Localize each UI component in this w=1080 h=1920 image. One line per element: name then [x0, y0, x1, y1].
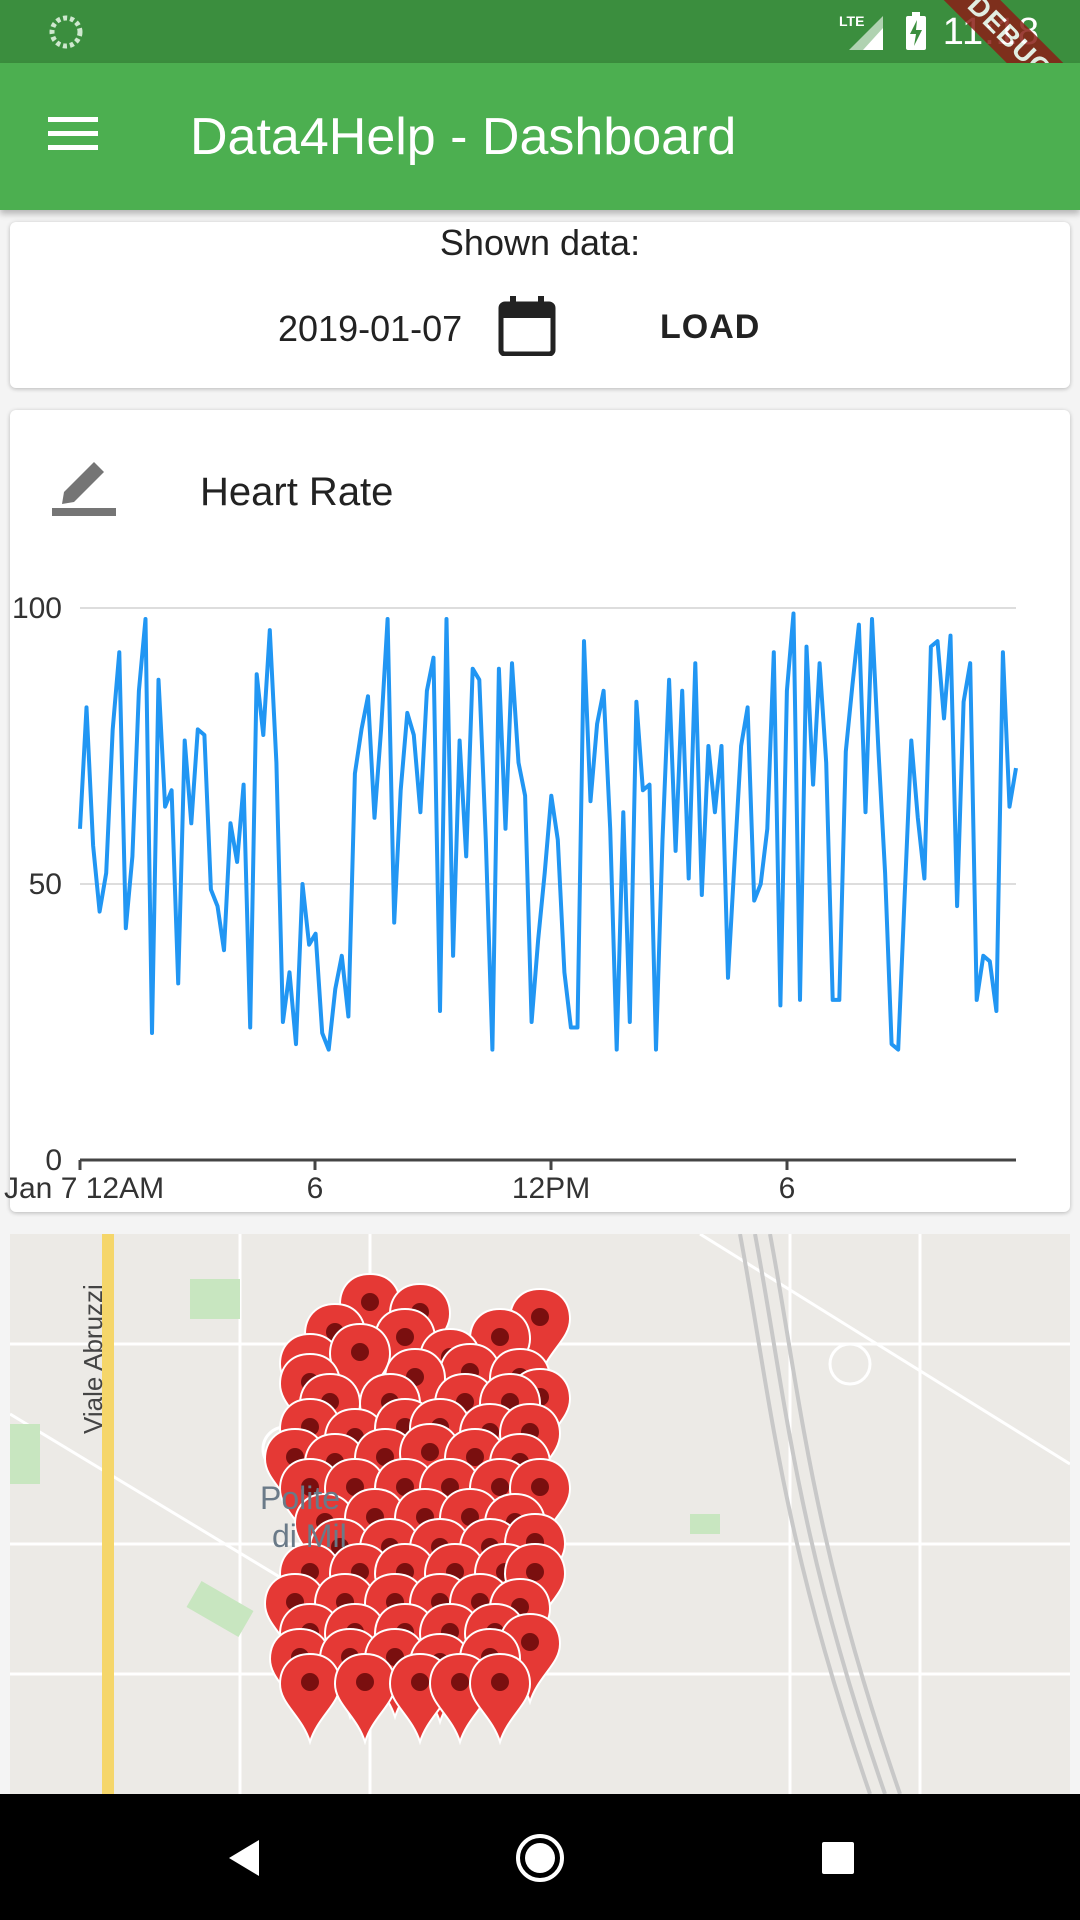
x-tick-label: 6 — [307, 1172, 324, 1205]
x-tick-label: Jan 7 12AM — [4, 1172, 164, 1205]
map-background — [10, 1234, 1070, 1794]
map-markers — [263, 1272, 572, 1746]
place-label-line2: di Mil — [272, 1518, 347, 1554]
menu-icon[interactable] — [48, 113, 98, 153]
place-label-line1: Polite — [260, 1480, 341, 1516]
map-marker-icon — [468, 1307, 532, 1401]
status-bar: LTE 11:18 DEBUG — [0, 0, 1080, 145]
x-tick-label: 12PM — [512, 1172, 590, 1205]
y-tick-label: 50 — [29, 868, 62, 901]
app-bar: Data4Help - Dashboard — [0, 63, 1080, 210]
heart-rate-title: Heart Rate — [200, 470, 394, 514]
back-triangle-icon[interactable] — [215, 1828, 275, 1888]
navigation-bar — [0, 1794, 1080, 1920]
battery-charging-icon — [905, 12, 926, 50]
location-map[interactable]: Viale Abruzzi Polite di Mil — [10, 1234, 1070, 1794]
y-tick-label: 0 — [45, 1144, 62, 1177]
edit-icon[interactable] — [50, 450, 120, 520]
y-tick-label: 100 — [12, 592, 62, 625]
map-marker-icon — [468, 1652, 532, 1746]
recents-square-icon[interactable] — [808, 1828, 868, 1888]
x-tick-label: 6 — [779, 1172, 796, 1205]
heart-rate-line — [78, 611, 1018, 1052]
heart-rate-card: Heart Rate — [10, 410, 1070, 1212]
selected-date: 2019-01-07 — [278, 308, 463, 349]
load-button[interactable]: LOAD — [660, 308, 761, 346]
date-card: Shown data: 2019-01-07 LOAD — [10, 222, 1070, 388]
shown-data-label: Shown data: — [439, 222, 641, 263]
loading-spinner-icon — [49, 15, 83, 49]
app-title: Data4Help - Dashboard — [190, 108, 737, 166]
calendar-icon[interactable] — [498, 296, 556, 356]
svg-text:LTE: LTE — [839, 13, 864, 29]
heart-rate-chart: 0 50 100 Jan 7 12AM 6 12PM 6 — [4, 592, 1018, 1205]
street-label: Viale Abruzzi — [78, 1284, 108, 1434]
lte-signal-icon: LTE — [839, 13, 883, 50]
home-circle-icon[interactable] — [510, 1828, 570, 1888]
